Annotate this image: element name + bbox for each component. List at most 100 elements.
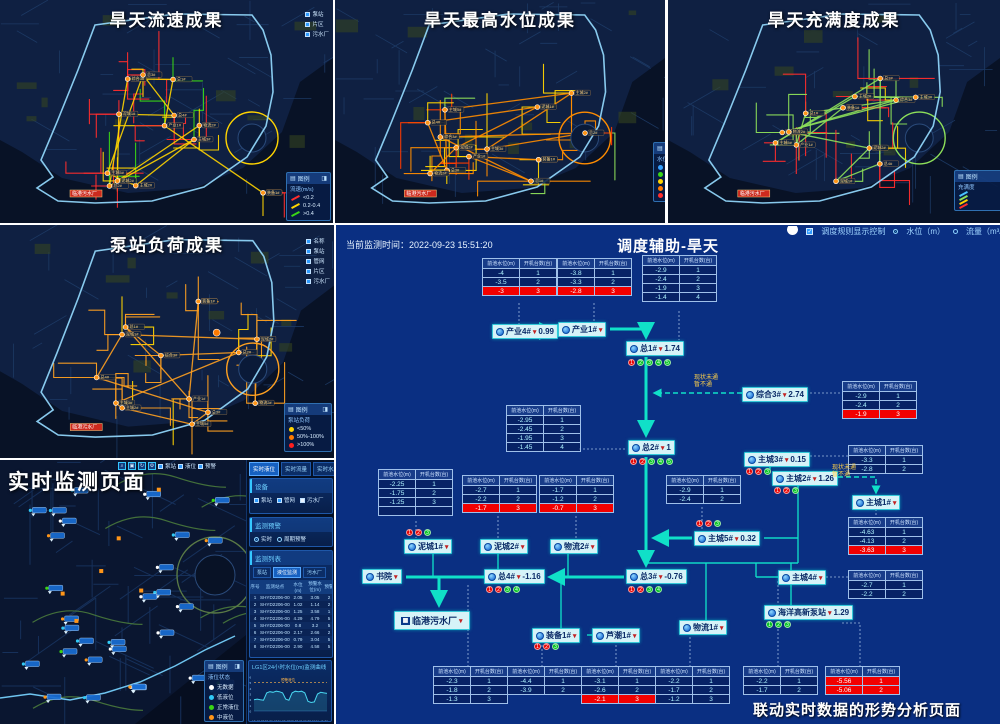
station-chip[interactable] bbox=[107, 639, 126, 649]
search-icon[interactable]: ⌕ bbox=[118, 462, 126, 470]
station-chip[interactable] bbox=[75, 637, 94, 648]
dropdown-caret-icon[interactable]: ▾ bbox=[828, 609, 832, 617]
device-checkbox[interactable]: 污水厂 bbox=[300, 496, 324, 504]
dropdown-caret-icon[interactable]: ▾ bbox=[658, 345, 663, 353]
dropdown-caret-icon[interactable]: ▾ bbox=[818, 574, 823, 582]
table-row[interactable]: 6 SHYD2206-006 2.17 2.66 2 bbox=[250, 629, 332, 636]
station-node-shuyuan[interactable]: 书院 ▾ bbox=[362, 569, 402, 584]
station-chip[interactable] bbox=[156, 629, 175, 639]
dropdown-caret-icon[interactable]: ▾ bbox=[784, 456, 789, 464]
pump-station-marker[interactable]: 主城2# bbox=[852, 93, 875, 100]
station-chip[interactable] bbox=[61, 624, 80, 635]
unit-radio[interactable] bbox=[893, 229, 899, 234]
pump-station-marker[interactable]: 泥城1# bbox=[833, 177, 856, 184]
pump-station-marker[interactable]: 总4# bbox=[877, 160, 899, 167]
station-chip[interactable] bbox=[48, 507, 67, 517]
station-chip[interactable] bbox=[70, 487, 89, 497]
station-chip[interactable] bbox=[128, 683, 147, 694]
dropdown-caret-icon[interactable]: ▾ bbox=[444, 543, 449, 551]
dropdown-caret-icon[interactable]: ▾ bbox=[892, 499, 897, 507]
pump-station-marker[interactable]: 总4# bbox=[93, 374, 116, 381]
pump-station-marker[interactable]: 产业1# bbox=[161, 122, 184, 129]
dropdown-caret-icon[interactable]: ▾ bbox=[812, 475, 817, 483]
station-node-zhucheng4[interactable]: 主城4# ▾ bbox=[778, 570, 827, 585]
station-node-zonghe3[interactable]: 综合3# ▾ 2.74 bbox=[742, 387, 808, 402]
station-chip[interactable] bbox=[143, 491, 161, 501]
table-row[interactable]: 5 SHYD2206-005 0.8 3.2 5 bbox=[250, 622, 332, 629]
pump-station-marker[interactable]: 泥城1# bbox=[534, 103, 557, 110]
pump-station-marker[interactable]: 总3# bbox=[140, 71, 163, 78]
map-layer-toggle[interactable]: 液位 bbox=[178, 462, 196, 470]
pump-station-marker[interactable]: 总3# bbox=[205, 408, 228, 416]
dropdown-caret-icon[interactable]: ▾ bbox=[782, 391, 787, 399]
pump-station-marker[interactable]: 泥城2# bbox=[866, 144, 889, 151]
station-node-luchao[interactable]: 芦潮1# ▾ bbox=[592, 628, 641, 643]
pump-station-marker[interactable]: 总3# bbox=[877, 74, 900, 82]
dropdown-caret-icon[interactable]: ▾ bbox=[598, 326, 603, 334]
dropdown-caret-icon[interactable]: ▾ bbox=[590, 543, 595, 551]
station-node-zhucheng1[interactable]: 主城1# ▾ bbox=[852, 495, 901, 510]
station-node-chanye1[interactable]: 产业1# ▾ bbox=[558, 322, 607, 337]
refresh-icon[interactable]: ↻ bbox=[138, 462, 146, 470]
station-node-nicheng2[interactable]: 泥城2# ▾ bbox=[480, 539, 529, 554]
table-row[interactable]: 3 SHYD2206-003 1.25 3.58 1 bbox=[250, 608, 332, 615]
realtime-top-button[interactable]: 实时流量 bbox=[281, 462, 312, 476]
pump-station-marker[interactable]: 主城5# bbox=[104, 169, 127, 176]
station-node-wuliu1[interactable]: 物流1# ▾ bbox=[679, 620, 728, 635]
pump-station-marker[interactable]: 主城5# bbox=[189, 420, 212, 427]
station-node-zong3[interactable]: 总3# ▾ -0.76 bbox=[626, 569, 687, 584]
station-chip[interactable] bbox=[21, 660, 40, 670]
table-row[interactable]: 2 SHYD2206-002 1.02 1.14 2 bbox=[250, 601, 332, 608]
station-node-zong2[interactable]: 总2# ▾ 1 bbox=[628, 440, 675, 455]
station-node-zong1[interactable]: 总1# ▾ 1.74 bbox=[626, 341, 684, 356]
pump-station-marker[interactable]: 主城2# bbox=[132, 182, 155, 189]
pump-station-marker[interactable]: 主城2# bbox=[568, 89, 591, 96]
velocity-layer-toggle[interactable]: 片区 bbox=[305, 20, 329, 28]
station-node-linggang[interactable]: ▦ 临港污水厂 ▾ bbox=[394, 611, 470, 630]
pump-station-marker[interactable]: 主城5# bbox=[442, 106, 465, 113]
table-row[interactable]: 1 SHYD2206-001 2.05 3.05 2 bbox=[250, 594, 332, 601]
map-layer-toggle[interactable]: 预警 bbox=[198, 462, 216, 470]
station-node-zhucheng5[interactable]: 主城5# ▾ 0.32 bbox=[694, 531, 760, 546]
station-chip[interactable] bbox=[43, 693, 62, 704]
pump-station-marker[interactable]: 综合3# bbox=[893, 96, 916, 103]
pump-station-marker[interactable]: 主城3# bbox=[484, 145, 507, 152]
station-chip[interactable] bbox=[108, 645, 127, 656]
pump-station-marker[interactable]: 物流2# bbox=[786, 128, 808, 135]
dropdown-caret-icon[interactable]: ▾ bbox=[516, 573, 521, 581]
pumpload-layer-toggle[interactable]: 污水厂 bbox=[306, 277, 330, 285]
pump-station-marker[interactable]: 总2# bbox=[106, 182, 129, 189]
station-chip[interactable] bbox=[46, 532, 65, 542]
pump-station-marker[interactable]: 综合3# bbox=[158, 352, 181, 359]
pump-station-marker[interactable]: 总2# bbox=[582, 129, 605, 136]
pump-station-marker[interactable]: 产业1# bbox=[186, 395, 209, 402]
pump-station-marker[interactable]: 装备1# bbox=[840, 104, 863, 111]
station-chip[interactable] bbox=[28, 507, 47, 517]
unit-radio[interactable] bbox=[953, 229, 958, 234]
pump-station-marker[interactable]: 泥城2# bbox=[254, 335, 277, 342]
rule-display-checkbox[interactable]: ✓ bbox=[806, 228, 814, 235]
pump-station-marker[interactable]: 产业1# bbox=[466, 153, 489, 160]
pump-station-marker[interactable]: 主城3# bbox=[191, 136, 214, 143]
station-chip[interactable] bbox=[155, 564, 174, 574]
pump-station-marker[interactable]: 装备1# bbox=[260, 189, 283, 196]
fullness-map[interactable]: 产业4#产业1#总1#综合3#总2#主城3#主城2#主城5#总3#总4#泥城1#… bbox=[668, 0, 1000, 223]
table-row[interactable]: 8 SHYD2206-008 2.90 4.58 5 bbox=[250, 643, 332, 650]
velocity-layer-toggle[interactable]: 泵站 bbox=[305, 10, 329, 18]
station-node-nicheng1[interactable]: 泥城1# ▾ bbox=[404, 539, 453, 554]
pump-station-marker[interactable]: 泥城2# bbox=[453, 144, 476, 151]
pumpload-layer-toggle[interactable]: 片区 bbox=[306, 267, 330, 275]
list-tab[interactable]: 污水厂 bbox=[303, 567, 327, 578]
pumpload-layer-toggle[interactable]: 管网 bbox=[306, 257, 330, 265]
station-node-zhucheng3[interactable]: 主城3# ▾ 0.15 bbox=[744, 452, 810, 467]
station-node-zhucheng2[interactable]: 主城2# ▾ 1.26 bbox=[772, 471, 838, 486]
station-chip[interactable] bbox=[45, 584, 64, 595]
dropdown-caret-icon[interactable]: ▾ bbox=[572, 632, 577, 640]
gear-icon[interactable]: ⚙ bbox=[148, 462, 156, 470]
dropdown-caret-icon[interactable]: ▾ bbox=[459, 617, 463, 625]
pump-station-marker[interactable]: 泥城1# bbox=[116, 110, 139, 117]
pump-station-marker[interactable]: 总1# bbox=[170, 75, 193, 83]
velocity-map[interactable]: 产业4#产业1#总1#综合3#总2#主城3#主城2#主城5#总3#总4#泥城1#… bbox=[0, 0, 333, 223]
station-node-haiyang[interactable]: 海洋高新泵站 ▾ 1.29 bbox=[764, 605, 854, 620]
dropdown-caret-icon[interactable]: ▾ bbox=[734, 535, 739, 543]
